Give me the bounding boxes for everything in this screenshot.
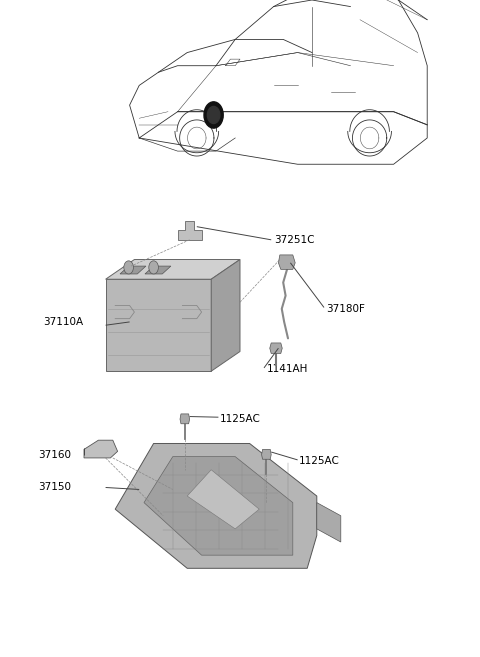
Polygon shape bbox=[106, 279, 211, 371]
Polygon shape bbox=[211, 260, 240, 371]
Polygon shape bbox=[317, 503, 341, 542]
Polygon shape bbox=[144, 457, 293, 555]
Polygon shape bbox=[178, 221, 202, 240]
Polygon shape bbox=[106, 260, 240, 279]
Text: 37150: 37150 bbox=[38, 482, 72, 493]
Polygon shape bbox=[262, 449, 271, 459]
Text: 1125AC: 1125AC bbox=[220, 413, 261, 424]
Text: 1141AH: 1141AH bbox=[266, 364, 308, 374]
Polygon shape bbox=[270, 343, 282, 353]
Circle shape bbox=[124, 261, 133, 274]
Text: 37180F: 37180F bbox=[326, 304, 365, 314]
Text: 1125AC: 1125AC bbox=[299, 456, 340, 466]
Polygon shape bbox=[145, 266, 171, 274]
Polygon shape bbox=[120, 266, 146, 274]
Polygon shape bbox=[115, 443, 317, 568]
Polygon shape bbox=[187, 470, 259, 529]
Circle shape bbox=[149, 261, 158, 274]
Polygon shape bbox=[84, 440, 118, 458]
Circle shape bbox=[204, 102, 223, 128]
Text: 37160: 37160 bbox=[38, 449, 72, 460]
Polygon shape bbox=[180, 414, 190, 424]
Text: 37110A: 37110A bbox=[43, 317, 84, 327]
Text: 37251C: 37251C bbox=[275, 235, 315, 245]
Polygon shape bbox=[278, 255, 295, 269]
Circle shape bbox=[207, 106, 220, 124]
